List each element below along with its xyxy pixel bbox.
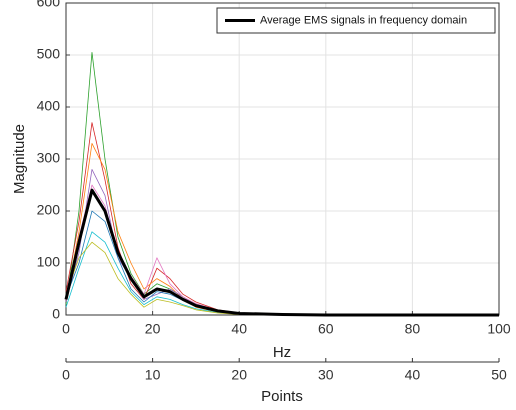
x2-tick-label: 10 — [145, 367, 161, 383]
y-tick-label: 500 — [37, 46, 61, 62]
x2-tick-label: 30 — [318, 367, 334, 383]
y-tick-label: 200 — [37, 202, 61, 218]
y-axis-label: Magnitude — [11, 124, 28, 194]
x2-tick-label: 40 — [405, 367, 421, 383]
x-axis-label: Hz — [273, 344, 291, 361]
x-tick-label: 40 — [231, 321, 247, 337]
x2-tick-label: 20 — [231, 367, 247, 383]
y-tick-label: 400 — [37, 98, 61, 114]
x2-axis-label: Points — [261, 388, 303, 405]
y-tick-label: 600 — [37, 0, 61, 10]
x2-tick-label: 50 — [491, 367, 507, 383]
x-tick-label: 0 — [62, 321, 70, 337]
x-tick-label: 80 — [405, 321, 421, 337]
x2-tick-label: 0 — [62, 367, 70, 383]
series-line — [64, 188, 499, 317]
y-tick-label: 300 — [37, 150, 61, 166]
y-tick-label: 0 — [52, 306, 60, 322]
x-tick-label: 60 — [318, 321, 334, 337]
legend-box — [216, 7, 496, 34]
y-tick-label: 100 — [37, 254, 61, 270]
legend-label: Average EMS signals in frequency domain — [260, 14, 467, 26]
x-tick-label: 100 — [487, 321, 511, 337]
x-tick-label: 20 — [145, 321, 161, 337]
